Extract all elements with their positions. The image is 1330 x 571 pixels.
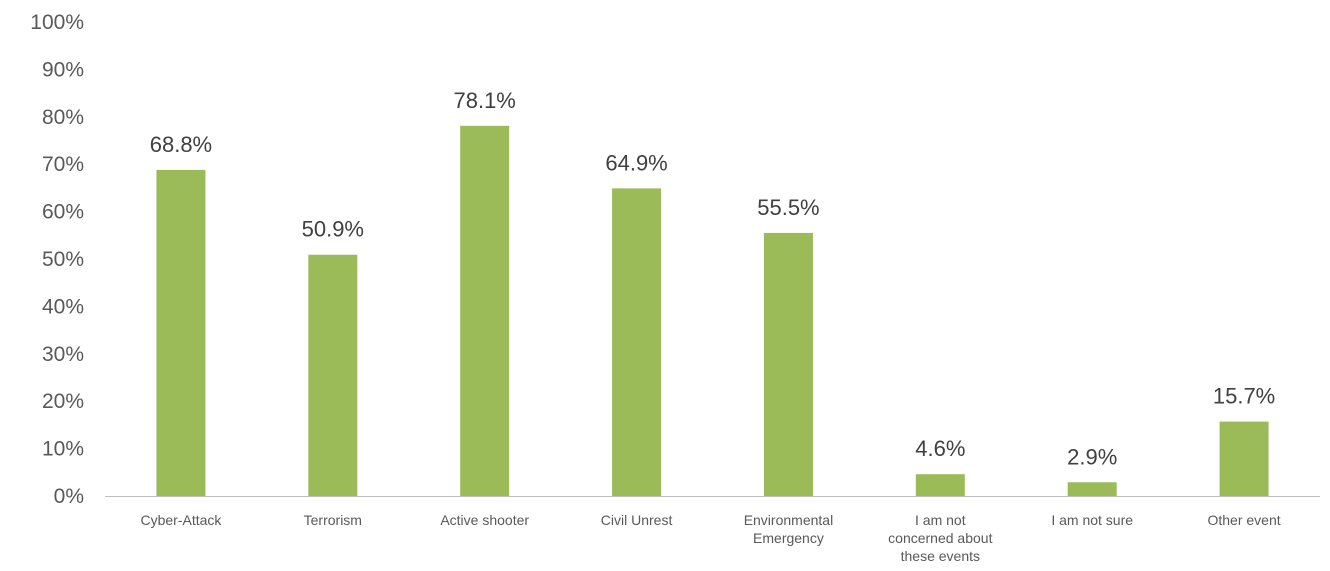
data-label: 78.1% (453, 88, 515, 113)
x-tick-label-line: I am not (915, 512, 966, 528)
y-tick-label: 40% (42, 295, 84, 318)
x-tick-label-line: Other event (1207, 512, 1280, 528)
bar (915, 474, 965, 496)
x-tick-label-line: Emergency (753, 530, 824, 546)
x-tick-label: I am not concerned about these events (888, 512, 992, 564)
y-tick-label: 0% (54, 485, 84, 508)
data-label: 15.7% (1213, 384, 1275, 409)
bar (612, 188, 662, 496)
x-tick-label-line: Terrorism (304, 512, 362, 528)
y-tick-label: 100% (30, 11, 84, 34)
y-tick-label: 20% (42, 390, 84, 413)
x-tick-label: Environmental Emergency (744, 512, 834, 546)
x-tick-label: Active shooter (440, 512, 529, 528)
x-axis-labels: Cyber-Attack Terrorism Active shooter Civil… (140, 512, 1280, 564)
bar (156, 169, 206, 496)
x-tick-label-line: Environmental (744, 512, 834, 528)
bar (1067, 482, 1117, 496)
x-tick-label: Other event (1207, 512, 1280, 528)
y-tick-label: 30% (42, 343, 84, 366)
data-label: 68.8% (150, 132, 212, 157)
y-axis: 0% 10% 20% 30% 40% 50% 60% 70% 80% 90% 100% (30, 11, 84, 508)
x-tick-label: Civil Unrest (601, 512, 673, 528)
data-label: 50.9% (302, 217, 364, 242)
x-tick-label: I am not sure (1051, 512, 1133, 528)
x-tick-label-line: I am not sure (1051, 512, 1133, 528)
x-tick-label-line: concerned about (888, 530, 992, 546)
bar (460, 125, 510, 496)
data-label: 55.5% (757, 195, 819, 220)
y-tick-label: 10% (42, 438, 84, 461)
x-tick-label: Cyber-Attack (140, 512, 222, 528)
data-labels: 68.8% 50.9% 78.1% 64.9% 55.5% 4.6% 2.9% 15.7% (150, 88, 1276, 469)
data-label: 2.9% (1067, 444, 1117, 469)
bar (1219, 421, 1269, 496)
data-label: 64.9% (605, 150, 667, 175)
x-tick-label-line: Civil Unrest (601, 512, 673, 528)
bars (156, 125, 1269, 496)
y-tick-label: 60% (42, 201, 84, 224)
bar (308, 254, 358, 496)
x-tick-label-line: Cyber-Attack (140, 512, 222, 528)
y-tick-label: 90% (42, 58, 84, 81)
y-tick-label: 80% (42, 106, 84, 129)
bar (763, 232, 813, 496)
x-tick-label: Terrorism (304, 512, 362, 528)
data-label: 4.6% (915, 436, 965, 461)
x-tick-label-line: these events (901, 548, 980, 564)
x-tick-label-line: Active shooter (440, 512, 529, 528)
y-tick-label: 70% (42, 153, 84, 176)
y-tick-label: 50% (42, 248, 84, 271)
